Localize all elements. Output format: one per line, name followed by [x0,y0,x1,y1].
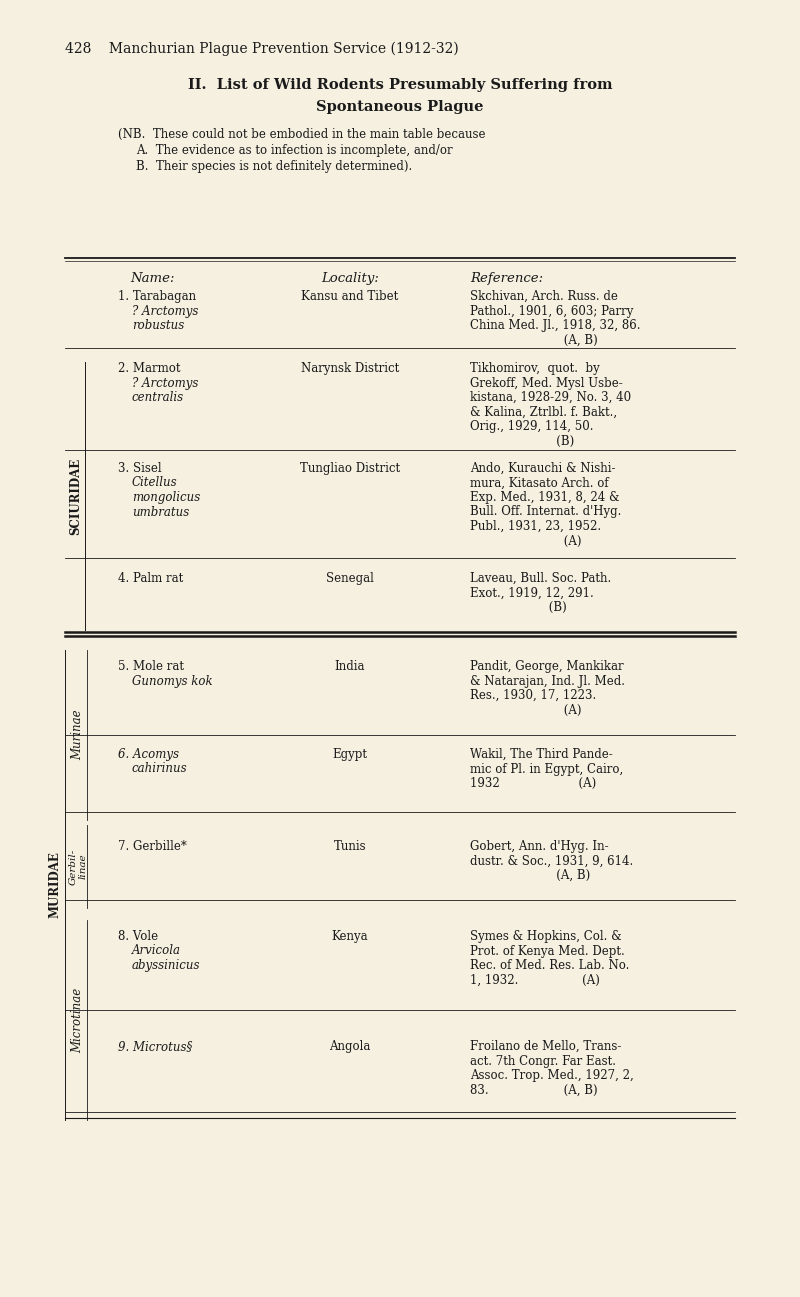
Text: Citellus: Citellus [132,476,178,489]
Text: 3. Sisel: 3. Sisel [118,462,162,475]
Text: 2. Marmot: 2. Marmot [118,362,181,375]
Text: Orig., 1929, 114, 50.: Orig., 1929, 114, 50. [470,420,594,433]
Text: 83.                    (A, B): 83. (A, B) [470,1083,598,1096]
Text: (A): (A) [470,534,582,547]
Text: dustr. & Soc., 1931, 9, 614.: dustr. & Soc., 1931, 9, 614. [470,855,634,868]
Text: 1. Tarabagan: 1. Tarabagan [118,291,196,303]
Text: 7. Gerbille*: 7. Gerbille* [118,840,187,853]
Text: 428    Manchurian Plague Prevention Service (1912-32): 428 Manchurian Plague Prevention Service… [65,42,458,56]
Text: (A, B): (A, B) [470,333,598,346]
Text: Senegal: Senegal [326,572,374,585]
Text: Skchivan, Arch. Russ. de: Skchivan, Arch. Russ. de [470,291,618,303]
Text: Res., 1930, 17, 1223.: Res., 1930, 17, 1223. [470,689,596,702]
Text: Pandit, George, Mankikar: Pandit, George, Mankikar [470,660,624,673]
Text: Assoc. Trop. Med., 1927, 2,: Assoc. Trop. Med., 1927, 2, [470,1069,634,1082]
Text: (B): (B) [470,434,574,447]
Text: Microtinae: Microtinae [71,987,85,1053]
Text: Egypt: Egypt [333,748,367,761]
Text: Publ., 1931, 23, 1952.: Publ., 1931, 23, 1952. [470,520,601,533]
Text: robustus: robustus [132,319,184,332]
Text: kistana, 1928-29, No. 3, 40: kistana, 1928-29, No. 3, 40 [470,390,631,403]
Text: 1932                     (A): 1932 (A) [470,777,596,790]
Text: Tunis: Tunis [334,840,366,853]
Text: Murinae: Murinae [71,709,85,760]
Text: (B): (B) [470,601,566,613]
Text: Name:: Name: [130,272,174,285]
Text: Exp. Med., 1931, 8, 24 &: Exp. Med., 1931, 8, 24 & [470,492,619,505]
Text: India: India [334,660,366,673]
Text: Reference:: Reference: [470,272,543,285]
Text: B.  Their species is not definitely determined).: B. Their species is not definitely deter… [136,160,412,173]
Text: Froilano de Mello, Trans-: Froilano de Mello, Trans- [470,1040,622,1053]
Text: mongolicus: mongolicus [132,492,200,505]
Text: 8. Vole: 8. Vole [118,930,158,943]
Text: Tikhomirov,  quot.  by: Tikhomirov, quot. by [470,362,600,375]
Text: 1, 1932.                 (A): 1, 1932. (A) [470,974,600,987]
Text: Arvicola: Arvicola [132,944,181,957]
Text: (NB.  These could not be embodied in the main table because: (NB. These could not be embodied in the … [118,128,486,141]
Text: II.  List of Wild Rodents Presumably Suffering from: II. List of Wild Rodents Presumably Suff… [188,78,612,92]
Text: Grekoff, Med. Mysl Usbe-: Grekoff, Med. Mysl Usbe- [470,376,622,389]
Text: Tungliao District: Tungliao District [300,462,400,475]
Text: Locality:: Locality: [321,272,379,285]
Text: centralis: centralis [132,390,184,403]
Text: mic of Pl. in Egypt, Cairo,: mic of Pl. in Egypt, Cairo, [470,763,623,776]
Text: China Med. Jl., 1918, 32, 86.: China Med. Jl., 1918, 32, 86. [470,319,641,332]
Text: Gobert, Ann. d'Hyg. In-: Gobert, Ann. d'Hyg. In- [470,840,609,853]
Text: Kenya: Kenya [332,930,368,943]
Text: Rec. of Med. Res. Lab. No.: Rec. of Med. Res. Lab. No. [470,958,630,971]
Text: Kansu and Tibet: Kansu and Tibet [302,291,398,303]
Text: Gunomys kok: Gunomys kok [132,674,213,687]
Text: Symes & Hopkins, Col. &: Symes & Hopkins, Col. & [470,930,622,943]
Text: Exot., 1919, 12, 291.: Exot., 1919, 12, 291. [470,586,594,599]
Text: abyssinicus: abyssinicus [132,958,201,971]
Text: Narynsk District: Narynsk District [301,362,399,375]
Text: Laveau, Bull. Soc. Path.: Laveau, Bull. Soc. Path. [470,572,611,585]
Text: (A): (A) [470,703,582,716]
Text: SCIURIDAE: SCIURIDAE [70,458,82,534]
Text: (A, B): (A, B) [470,869,590,882]
Text: umbratus: umbratus [132,506,190,519]
Text: Wakil, The Third Pande-: Wakil, The Third Pande- [470,748,613,761]
Text: ? Arctomys: ? Arctomys [132,305,198,318]
Text: & Natarajan, Ind. Jl. Med.: & Natarajan, Ind. Jl. Med. [470,674,625,687]
Text: act. 7th Congr. Far East.: act. 7th Congr. Far East. [470,1054,616,1067]
Text: mura, Kitasato Arch. of: mura, Kitasato Arch. of [470,476,609,489]
Text: A.  The evidence as to infection is incomplete, and/or: A. The evidence as to infection is incom… [136,144,453,157]
Text: cahirinus: cahirinus [132,763,188,776]
Text: ? Arctomys: ? Arctomys [132,376,198,389]
Text: Prot. of Kenya Med. Dept.: Prot. of Kenya Med. Dept. [470,944,625,957]
Text: Spontaneous Plague: Spontaneous Plague [316,100,484,114]
Text: Bull. Off. Internat. d'Hyg.: Bull. Off. Internat. d'Hyg. [470,506,622,519]
Text: Angola: Angola [330,1040,370,1053]
Text: 5. Mole rat: 5. Mole rat [118,660,184,673]
Text: Ando, Kurauchi & Nishi-: Ando, Kurauchi & Nishi- [470,462,615,475]
Text: 6. Acomys: 6. Acomys [118,748,179,761]
Text: & Kalina, Ztrlbl. f. Bakt.,: & Kalina, Ztrlbl. f. Bakt., [470,406,617,419]
Text: Gerbil-
linae: Gerbil- linae [68,848,88,885]
Text: Pathol., 1901, 6, 603; Parry: Pathol., 1901, 6, 603; Parry [470,305,634,318]
Text: MURIDAE: MURIDAE [49,852,62,918]
Text: 4. Palm rat: 4. Palm rat [118,572,183,585]
Text: 9. Microtus§: 9. Microtus§ [118,1040,192,1053]
